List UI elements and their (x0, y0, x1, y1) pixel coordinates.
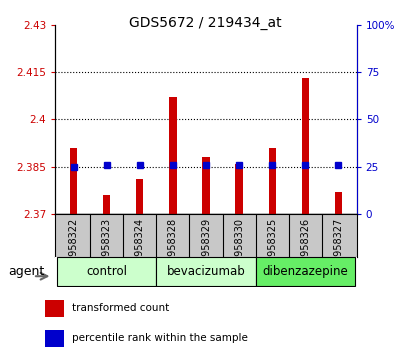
Text: agent: agent (8, 266, 44, 278)
Text: GSM958330: GSM958330 (234, 218, 243, 276)
Text: GSM958326: GSM958326 (300, 218, 310, 277)
Text: percentile rank within the sample: percentile rank within the sample (72, 333, 247, 343)
Bar (45, 300, 64, 317)
Text: control: control (86, 265, 127, 278)
Text: bevacizumab: bevacizumab (166, 265, 245, 278)
Text: GSM958323: GSM958323 (101, 218, 111, 277)
Bar (202, 158, 209, 214)
Bar (169, 97, 176, 214)
Text: GSM958322: GSM958322 (68, 218, 79, 277)
Bar (268, 148, 275, 214)
Text: GSM958329: GSM958329 (200, 218, 211, 277)
Bar (57, 257, 156, 286)
Text: GSM958324: GSM958324 (135, 218, 144, 277)
Text: GSM958327: GSM958327 (333, 218, 343, 277)
Text: dibenzazepine: dibenzazepine (262, 265, 347, 278)
Text: GDS5672 / 219434_at: GDS5672 / 219434_at (128, 16, 281, 30)
Text: GSM958328: GSM958328 (168, 218, 178, 277)
Bar (334, 192, 341, 214)
Bar (70, 148, 77, 214)
Bar (136, 179, 143, 214)
Bar (235, 164, 242, 214)
Text: transformed count: transformed count (72, 303, 169, 313)
Bar (156, 257, 255, 286)
Text: GSM958325: GSM958325 (267, 218, 276, 277)
Bar (45, 330, 64, 347)
Bar (301, 79, 308, 214)
Bar (255, 257, 354, 286)
Bar (103, 195, 110, 214)
